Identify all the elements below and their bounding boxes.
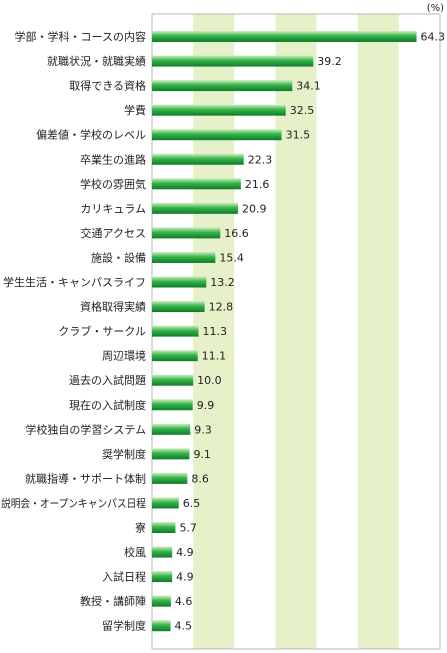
bar [152,325,199,337]
grid-bands [193,14,399,649]
category-label: 過去の入試問題 [69,373,146,387]
value-label: 8.6 [191,472,209,485]
bar [152,448,190,460]
value-label: 4.9 [176,571,194,584]
bar [152,595,171,607]
category-label: 学部・学科・コースの内容 [15,30,146,44]
bar [152,104,286,116]
category-label: 留学制度 [102,619,146,633]
grid-band [275,14,317,649]
value-label: 12.8 [209,301,234,314]
category-label: 学生生活・キャンパスライフ [3,275,146,289]
value-label: 31.5 [286,129,311,142]
value-label: 22.3 [248,153,273,166]
category-label: 偏差値・学校のレベル [36,128,146,142]
category-label: 奨学制度 [102,447,146,461]
value-label: 16.6 [224,227,249,240]
bar [152,129,282,141]
bar [152,31,417,42]
value-label: 20.9 [242,202,267,215]
category-label: 現在の入試制度 [69,398,146,412]
category-label: 学校独自の学習システム [25,422,146,436]
category-label: 入試日程 [102,570,146,584]
category-label: 学費 [124,103,146,117]
category-label: 説明会・オープンキャンパス日程 [1,496,146,510]
value-label: 4.5 [175,620,193,633]
value-label: 9.1 [193,448,211,461]
category-label: 就職状況・就職実績 [47,54,146,68]
bar [152,620,171,632]
category-label: 交通アクセス [81,226,146,240]
bar [152,301,205,313]
value-label: 4.9 [176,546,194,559]
category-label: カリキュラム [80,202,146,215]
bar [152,251,216,263]
bars [152,31,417,632]
category-label: 学校の雰囲気 [80,177,146,191]
bar [152,202,238,214]
bar [152,522,176,533]
category-label: 寮 [135,521,146,535]
category-label: 周辺環境 [102,349,146,363]
bar [152,497,179,509]
value-label: 9.9 [197,399,215,412]
bar [152,374,194,386]
bar [152,571,173,583]
value-label: 6.5 [183,497,201,510]
category-label: クラブ・サークル [58,324,146,338]
category-label: 資格取得実績 [80,300,146,314]
value-label: 15.4 [219,251,244,264]
bar [152,276,207,288]
value-label: 34.1 [296,80,321,93]
value-label: 39.2 [317,55,342,68]
bar [152,350,198,362]
bar [152,546,173,558]
category-label: 就職指導・サポート体制 [25,471,146,485]
bar [152,399,193,411]
category-label: 施設・設備 [91,250,146,264]
value-label: 21.6 [245,178,270,191]
value-label: 4.6 [175,595,193,608]
category-label: 校風 [124,545,146,559]
value-label: 5.7 [179,522,197,535]
bar [152,80,293,92]
category-label: 教授・講師陣 [80,594,146,608]
category-labels: 学部・学科・コースの内容就職状況・就職実績取得できる資格学費偏差値・学校のレベル… [1,30,146,633]
bar [152,153,244,165]
bar [152,472,188,484]
unit-label: (%) [427,3,444,14]
value-label: 13.2 [210,276,235,289]
bar [152,227,221,239]
value-label: 10.0 [197,374,222,387]
value-label: 11.3 [202,325,227,338]
category-label: 卒業生の進路 [80,152,146,166]
value-labels: 64.3 39.2 34.1 32.5 31.5 22.3 21.6 20.9 16.6 15.4… [175,31,446,633]
value-label: 32.5 [290,104,315,117]
value-label: 64.3 [421,31,446,44]
value-label: 9.3 [194,423,212,436]
bar [152,178,241,190]
bar [152,423,191,435]
grid-band [357,14,399,649]
value-label: 11.1 [202,350,227,363]
category-label: 取得できる資格 [69,79,146,93]
grid-band [193,14,235,649]
bar [152,55,314,67]
